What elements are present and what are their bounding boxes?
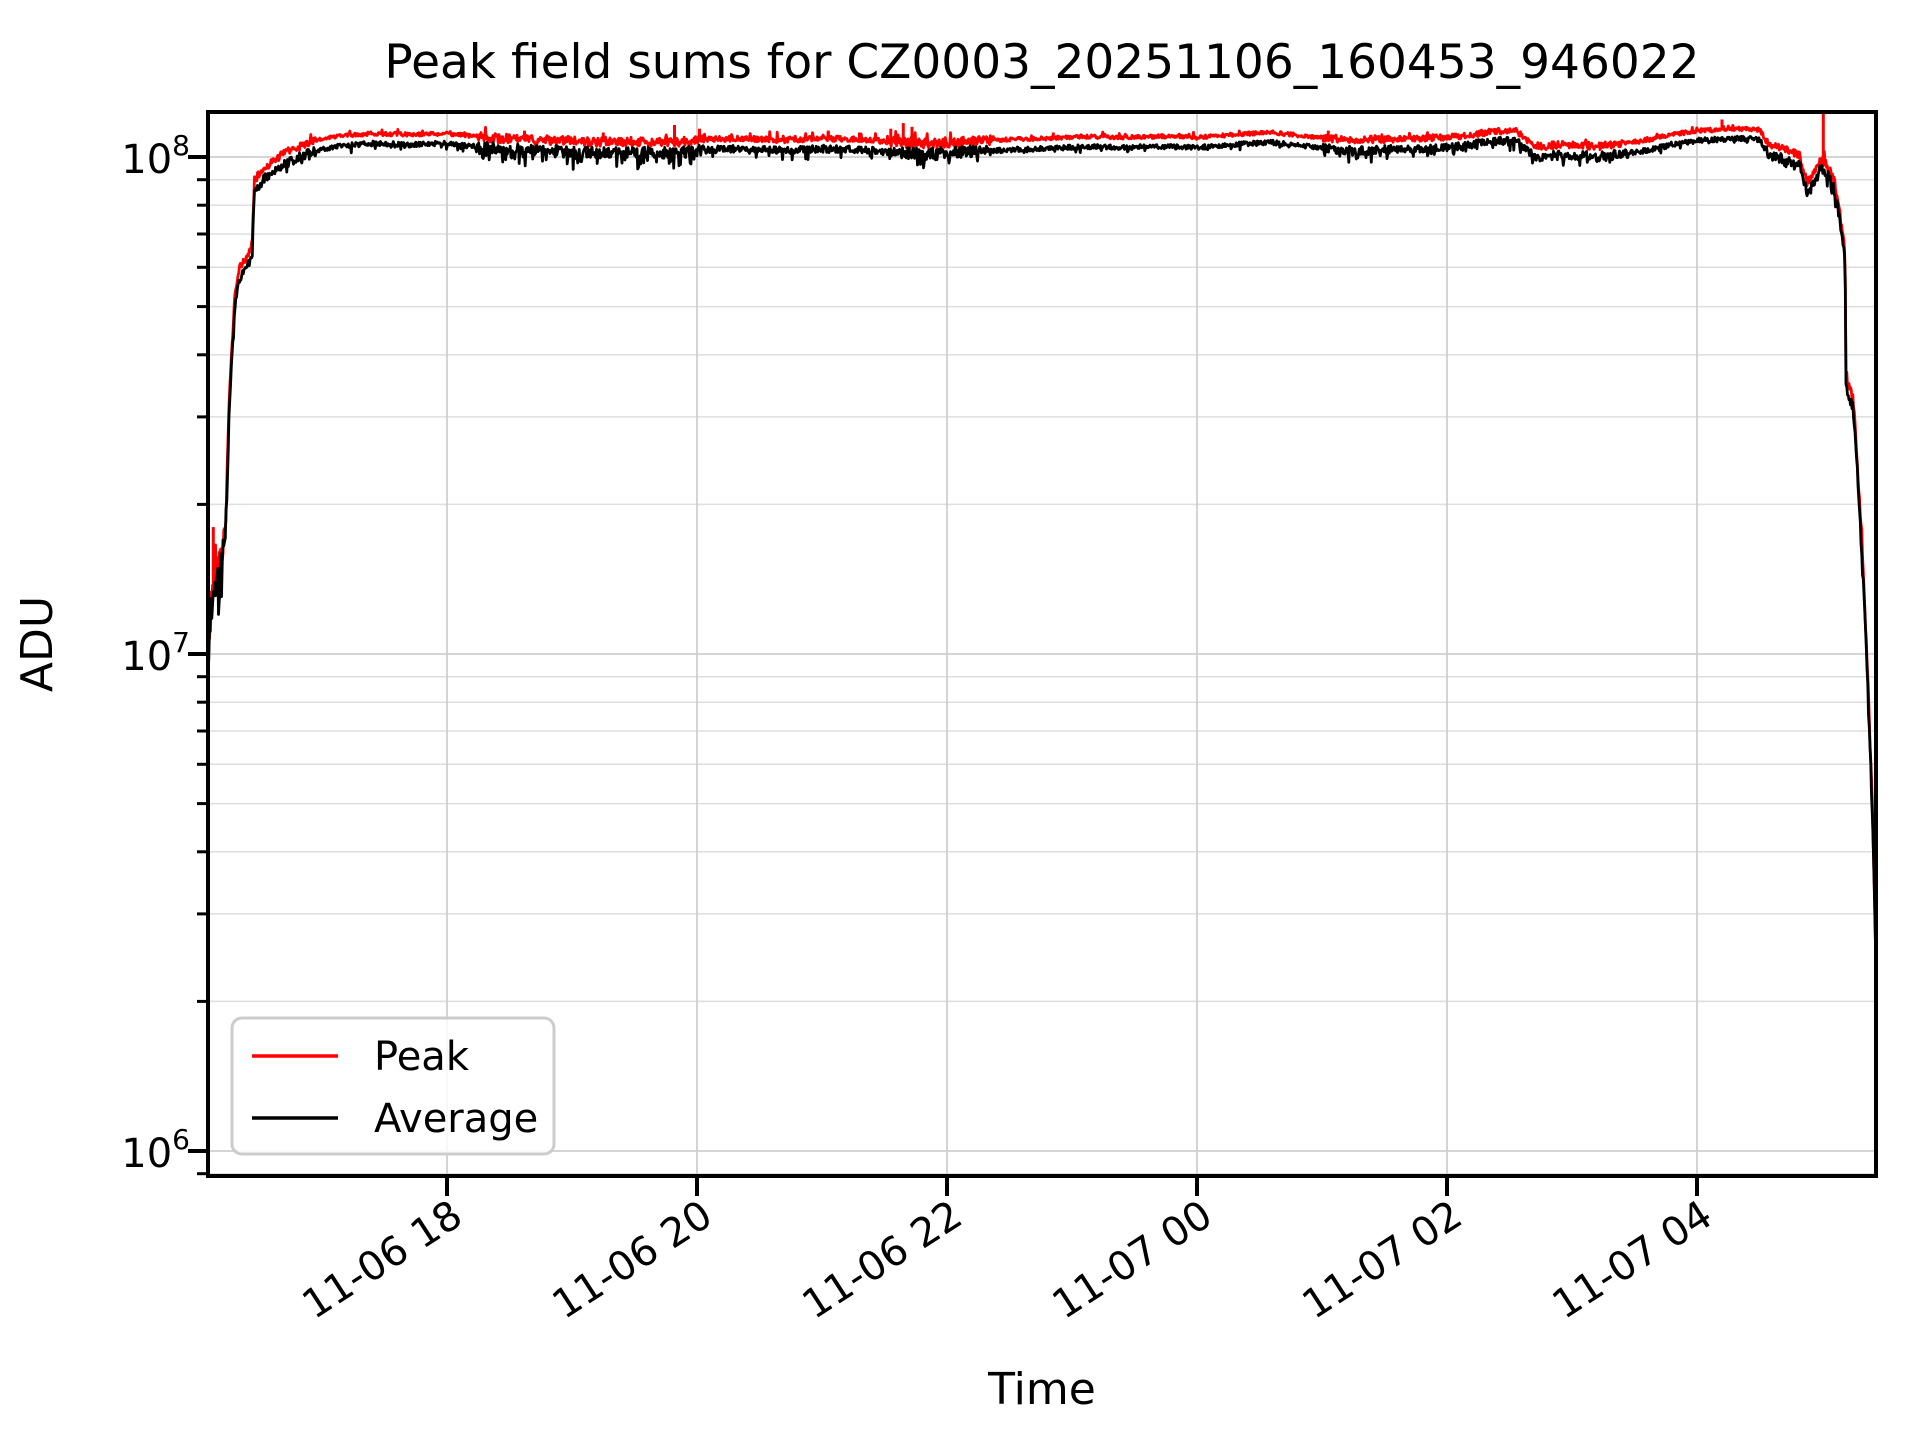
y-tick-label: 106: [121, 1123, 190, 1177]
chart-title: Peak field sums for CZ0003_20251106_1604…: [384, 35, 1699, 90]
legend: Peak Average: [230, 1016, 556, 1156]
y-axis-label: ADU: [12, 596, 63, 692]
data-series: [208, 112, 1876, 1059]
x-tick-label: 11-07 04: [1545, 1192, 1721, 1329]
series-peak-line: [208, 124, 1876, 1059]
gridlines: [208, 112, 1876, 1176]
plot-frame: [206, 110, 1878, 1178]
y-tick-label: 107: [121, 626, 190, 680]
x-tick-label: 11-06 22: [795, 1192, 971, 1329]
x-tick-label: 11-06 18: [295, 1192, 471, 1329]
x-tick-label: 11-07 00: [1045, 1192, 1221, 1329]
legend-average-label: Average: [374, 1096, 538, 1142]
y-tick-labels: 106 107 108: [121, 129, 190, 1177]
x-axis-label: Time: [987, 1364, 1096, 1415]
series-average-line: [208, 134, 1876, 1048]
axis-ticks: [188, 155, 1699, 1196]
x-tick-label: 11-06 20: [545, 1192, 721, 1329]
y-tick-label: 108: [121, 129, 190, 183]
legend-box: [230, 1016, 556, 1156]
x-tick-labels: 11-06 18 11-06 20 11-06 22 11-07 00 11-07 02…: [295, 1192, 1721, 1329]
legend-peak-label: Peak: [374, 1034, 470, 1080]
x-tick-label: 11-07 02: [1295, 1192, 1471, 1329]
